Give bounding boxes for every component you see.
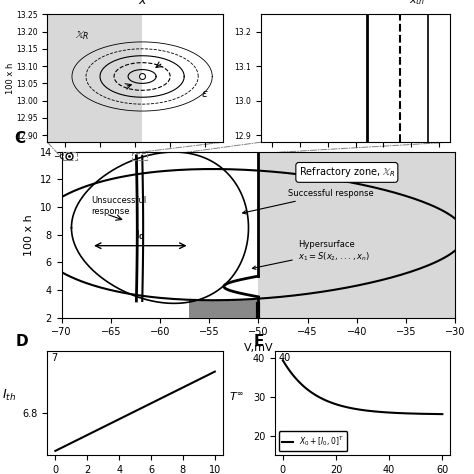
Text: $\mathbb{X}_R$: $\mathbb{X}_R$ xyxy=(75,29,90,42)
Text: E: E xyxy=(254,334,264,348)
X-axis label: V,mV: V,mV xyxy=(124,166,146,175)
Y-axis label: 100 x h: 100 x h xyxy=(24,214,34,255)
Text: Unsuccessful
response: Unsuccessful response xyxy=(91,197,146,216)
Text: $x_{th}$: $x_{th}$ xyxy=(409,0,425,7)
Text: $V_{th}$: $V_{th}$ xyxy=(370,151,385,164)
Text: C: C xyxy=(14,131,26,146)
Text: Successful response: Successful response xyxy=(243,189,374,214)
Y-axis label: $T^{\infty}$: $T^{\infty}$ xyxy=(228,391,244,403)
Polygon shape xyxy=(62,152,258,318)
Text: D: D xyxy=(16,334,28,348)
Text: 40: 40 xyxy=(278,353,291,363)
Polygon shape xyxy=(190,300,258,318)
Legend: $X_0+[I_0,0]^T$: $X_0+[I_0,0]^T$ xyxy=(279,431,347,451)
Polygon shape xyxy=(142,14,223,142)
Text: Refractory zone, $\mathbb{X}_R$: Refractory zone, $\mathbb{X}_R$ xyxy=(299,165,395,180)
Y-axis label: $I_{th}$: $I_{th}$ xyxy=(1,388,16,403)
Text: x: x xyxy=(138,0,146,7)
Text: $\varepsilon$: $\varepsilon$ xyxy=(201,89,209,99)
X-axis label: V,mV: V,mV xyxy=(345,166,366,175)
X-axis label: V,mV: V,mV xyxy=(244,343,273,353)
Text: 7: 7 xyxy=(51,353,57,363)
Y-axis label: 100 x h: 100 x h xyxy=(6,63,15,94)
Text: $\mathbf{I_0}$: $\mathbf{I_0}$ xyxy=(135,228,146,242)
Text: Hypersurface
$x_1=S(x_2,...,x_n)$: Hypersurface $x_1=S(x_2,...,x_n)$ xyxy=(253,240,370,269)
